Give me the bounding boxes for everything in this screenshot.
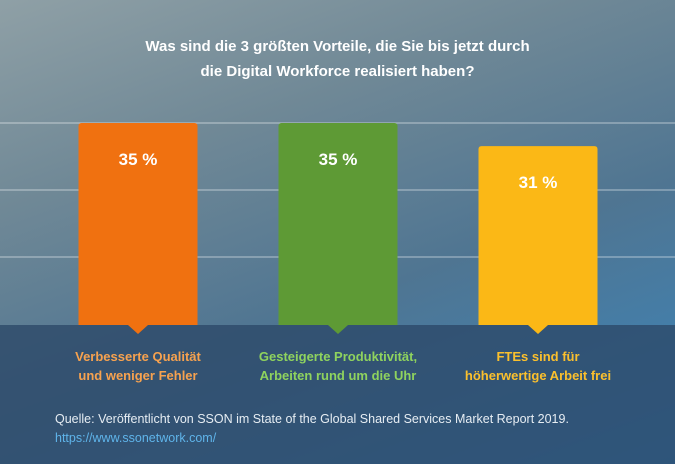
source-text: Quelle: Veröffentlicht von SSON im State…: [55, 412, 569, 426]
bar-value-label-2: 35 %: [319, 150, 358, 169]
source-note: Quelle: Veröffentlicht von SSON im State…: [55, 410, 655, 448]
label-band: [0, 325, 675, 464]
category-label-ftes: FTEs sind für höherwertige Arbeit frei: [464, 349, 612, 383]
category-label-productivity: Gesteigerte Produktivität, Arbeiten rund…: [258, 349, 418, 383]
bar-value-label-1: 35 %: [119, 150, 158, 169]
chart-title-line-1: Was sind die 3 größten Vorteile, die Sie…: [145, 38, 530, 55]
bar-2: [278, 123, 398, 334]
chart-title: Was sind die 3 größten Vorteile, die Sie…: [0, 34, 675, 84]
bar-1: [78, 123, 198, 334]
source-link[interactable]: https://www.ssonetwork.com/: [55, 431, 217, 445]
bar-3: [478, 146, 598, 334]
bar-value-label-3: 31 %: [519, 173, 558, 192]
chart-title-line-2: die Digital Workforce realisiert haben?: [200, 63, 475, 80]
category-label-quality: Verbesserte Qualität und weniger Fehler: [75, 349, 201, 383]
